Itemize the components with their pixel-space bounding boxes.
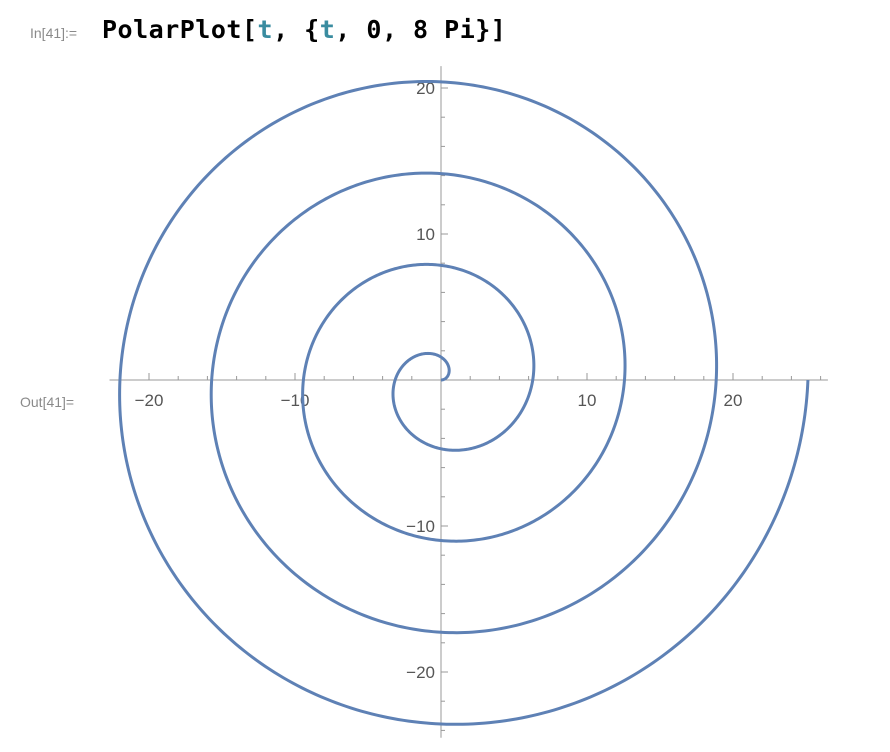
code-range: , 0, 8 Pi}] [335, 15, 507, 44]
output-cell-label: Out[41]= [20, 394, 75, 410]
x-tick-label: −10 [281, 391, 310, 410]
code-iterator-variable: t [319, 15, 336, 44]
y-tick-label: 10 [416, 225, 435, 244]
y-tick-label: −20 [406, 663, 435, 682]
axes [109, 66, 828, 738]
x-tick-label: 10 [578, 391, 597, 410]
y-tick-label: −10 [406, 517, 435, 536]
code-variable: t [257, 15, 274, 44]
input-cell-label: In[41]:= [30, 25, 78, 41]
x-tick-label: 20 [724, 391, 743, 410]
code-separator: , { [273, 15, 320, 44]
y-tick-label: 20 [416, 79, 435, 98]
x-tick-label: −20 [135, 391, 164, 410]
input-code[interactable]: PolarPlot[t, {t, 0, 8 Pi}] [102, 15, 506, 44]
code-function: PolarPlot[ [102, 15, 258, 44]
tick-labels: −20 −10 10 20 −20 −10 10 20 [135, 79, 743, 682]
spiral-curve [118, 80, 810, 726]
